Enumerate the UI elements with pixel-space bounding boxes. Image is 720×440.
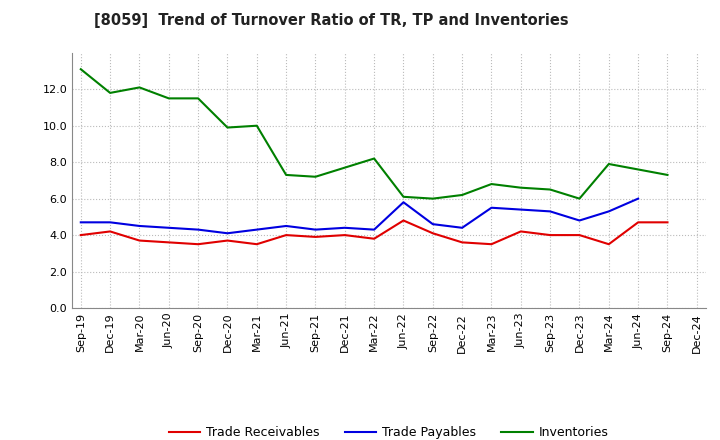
Trade Receivables <box>311 234 320 239</box>
Inventories <box>370 156 379 161</box>
Trade Payables <box>428 221 437 227</box>
Trade Payables <box>282 224 290 229</box>
Trade Payables <box>487 205 496 210</box>
Inventories <box>223 125 232 130</box>
Trade Receivables <box>663 220 672 225</box>
Text: [8059]  Trend of Turnover Ratio of TR, TP and Inventories: [8059] Trend of Turnover Ratio of TR, TP… <box>94 13 568 28</box>
Inventories <box>663 172 672 178</box>
Trade Payables <box>223 231 232 236</box>
Inventories <box>106 90 114 95</box>
Trade Receivables <box>546 232 554 238</box>
Trade Payables <box>516 207 525 212</box>
Trade Receivables <box>605 242 613 247</box>
Line: Inventories: Inventories <box>81 69 667 198</box>
Inventories <box>135 85 144 90</box>
Trade Payables <box>76 220 85 225</box>
Trade Payables <box>253 227 261 232</box>
Line: Trade Payables: Trade Payables <box>81 198 638 233</box>
Trade Receivables <box>194 242 202 247</box>
Trade Receivables <box>164 240 173 245</box>
Trade Payables <box>135 224 144 229</box>
Trade Receivables <box>516 229 525 234</box>
Inventories <box>428 196 437 201</box>
Trade Receivables <box>282 232 290 238</box>
Inventories <box>76 66 85 72</box>
Trade Payables <box>164 225 173 231</box>
Trade Receivables <box>106 229 114 234</box>
Inventories <box>341 165 349 170</box>
Trade Payables <box>399 200 408 205</box>
Inventories <box>399 194 408 199</box>
Inventories <box>605 161 613 167</box>
Trade Payables <box>458 225 467 231</box>
Line: Trade Receivables: Trade Receivables <box>81 220 667 244</box>
Legend: Trade Receivables, Trade Payables, Inventories: Trade Receivables, Trade Payables, Inven… <box>164 422 613 440</box>
Trade Receivables <box>341 232 349 238</box>
Trade Receivables <box>575 232 584 238</box>
Trade Receivables <box>223 238 232 243</box>
Trade Receivables <box>458 240 467 245</box>
Trade Receivables <box>634 220 642 225</box>
Inventories <box>516 185 525 191</box>
Trade Receivables <box>135 238 144 243</box>
Inventories <box>634 167 642 172</box>
Trade Receivables <box>487 242 496 247</box>
Trade Receivables <box>370 236 379 242</box>
Trade Payables <box>634 196 642 201</box>
Trade Receivables <box>253 242 261 247</box>
Inventories <box>253 123 261 128</box>
Trade Payables <box>341 225 349 231</box>
Trade Payables <box>370 227 379 232</box>
Inventories <box>311 174 320 180</box>
Inventories <box>164 96 173 101</box>
Trade Receivables <box>399 218 408 223</box>
Inventories <box>575 196 584 201</box>
Trade Payables <box>575 218 584 223</box>
Trade Payables <box>311 227 320 232</box>
Trade Receivables <box>428 231 437 236</box>
Inventories <box>194 96 202 101</box>
Trade Payables <box>194 227 202 232</box>
Trade Payables <box>546 209 554 214</box>
Inventories <box>487 181 496 187</box>
Inventories <box>546 187 554 192</box>
Inventories <box>282 172 290 178</box>
Trade Payables <box>605 209 613 214</box>
Inventories <box>458 192 467 198</box>
Trade Receivables <box>76 232 85 238</box>
Trade Payables <box>106 220 114 225</box>
